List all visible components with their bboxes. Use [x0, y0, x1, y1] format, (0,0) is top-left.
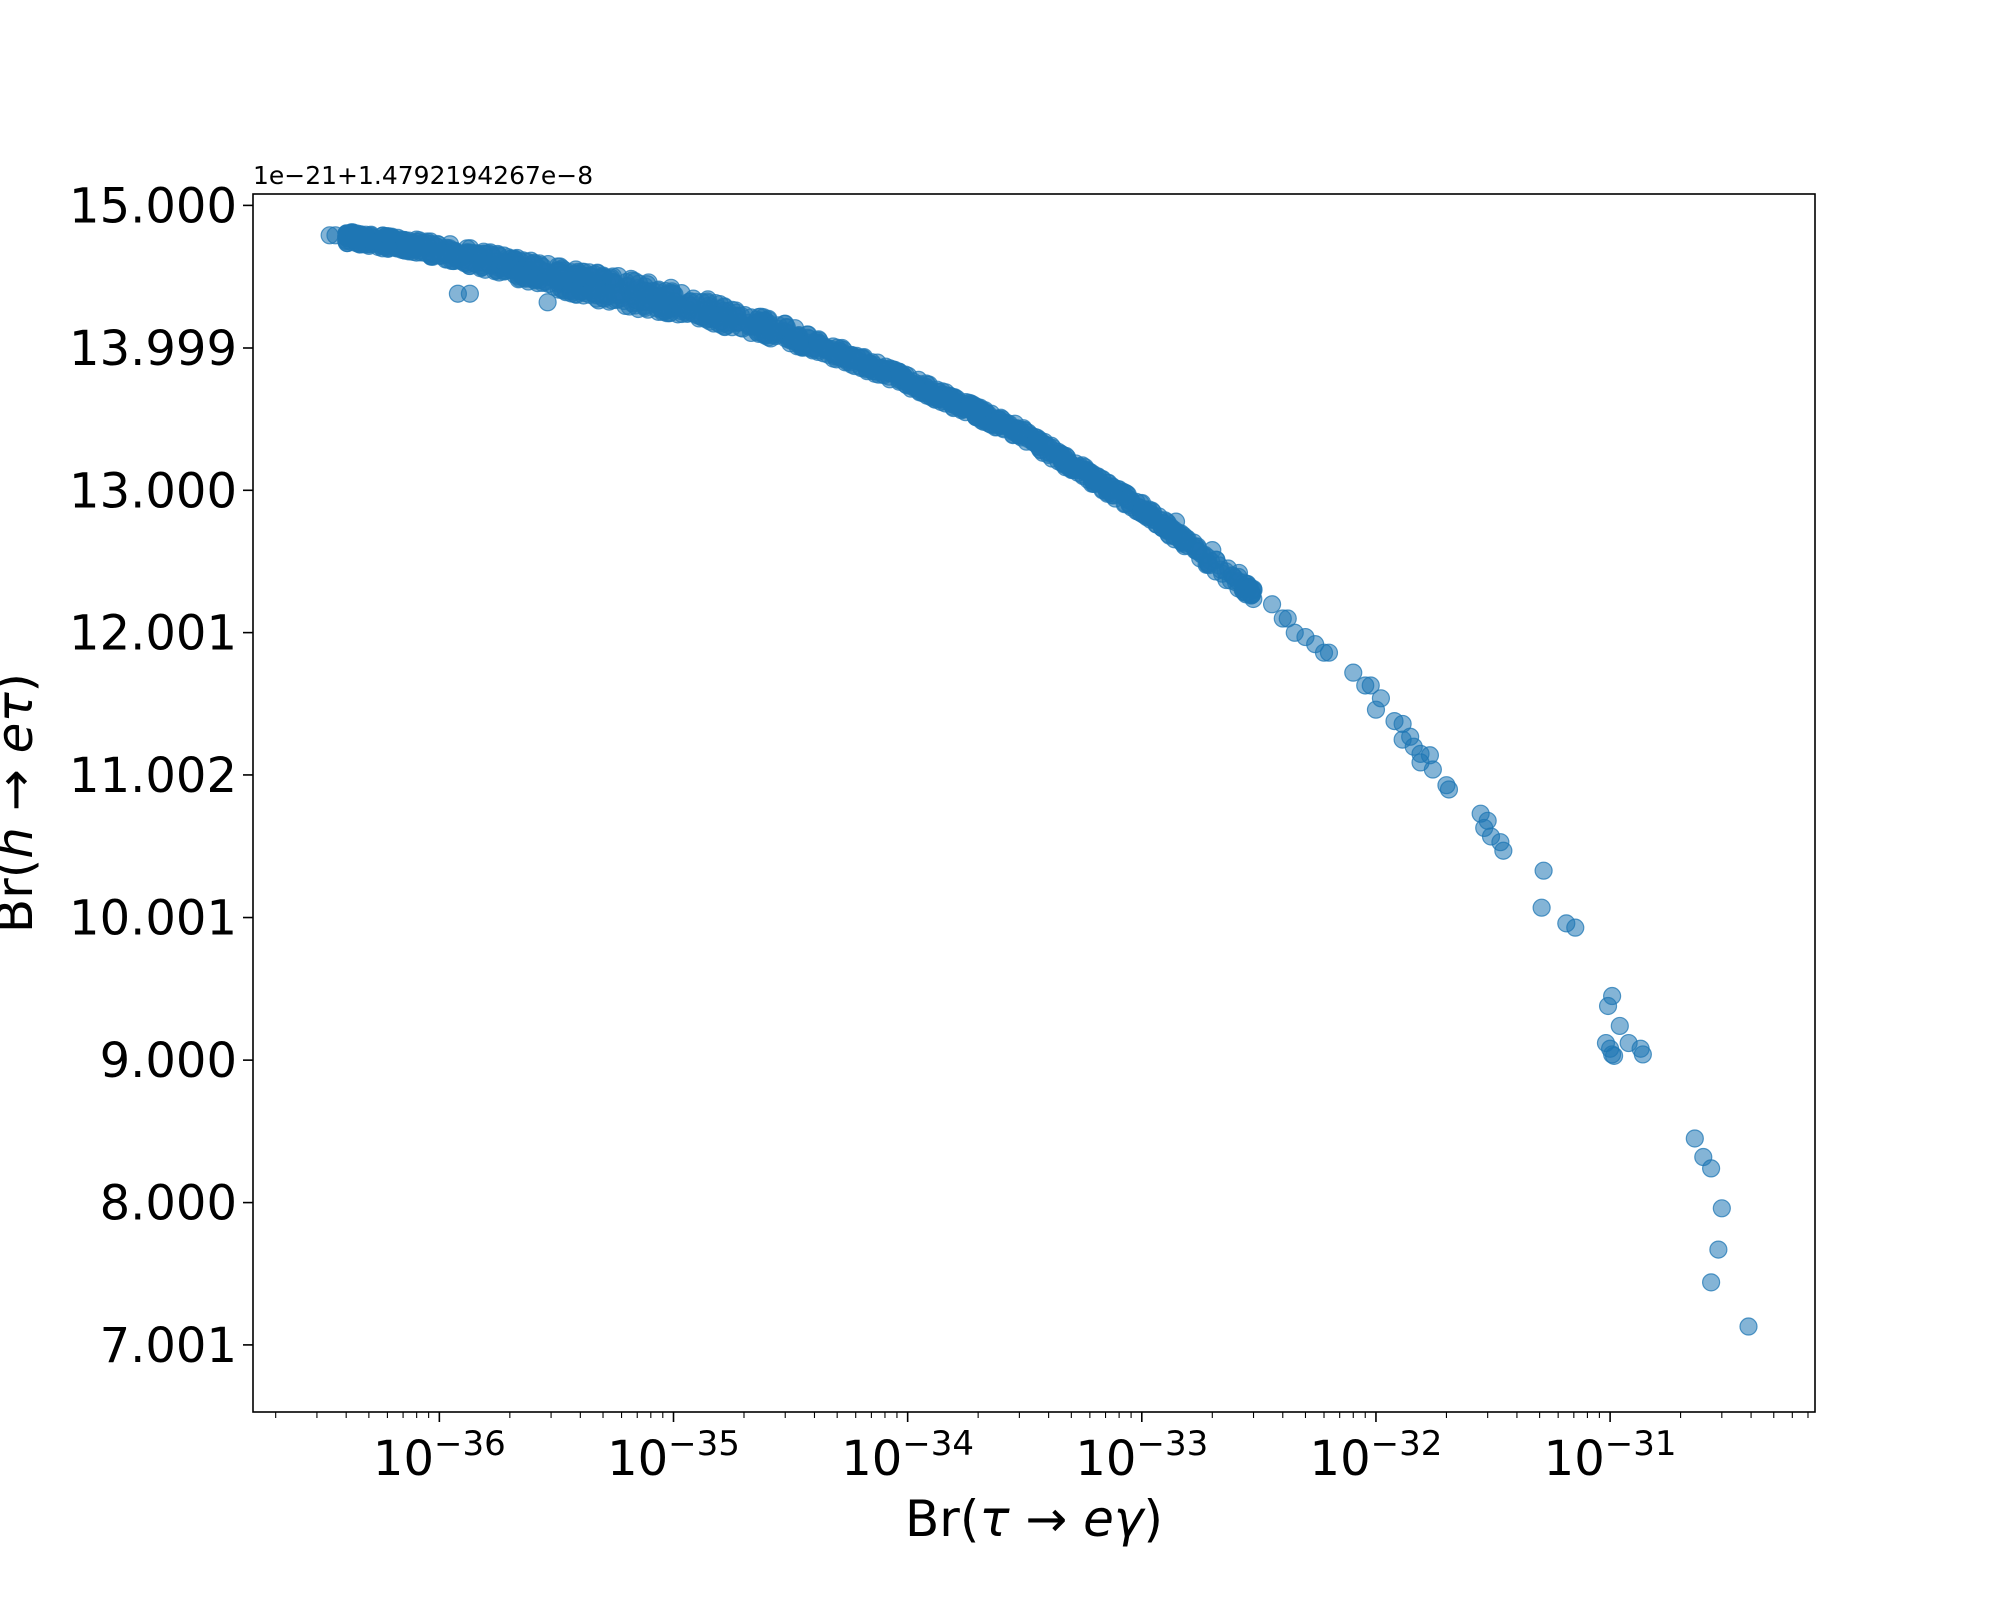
- scatter-point-53: [1685, 1129, 1704, 1148]
- plot-frame: [252, 193, 1816, 1413]
- scatter-point-39: [1534, 861, 1553, 880]
- y-axis-label: Br(h → eτ): [0, 673, 44, 933]
- x-tick-label-0: 10−36: [373, 1424, 506, 1487]
- x-tick-label-4: 10−32: [1310, 1424, 1443, 1487]
- band-point-1344: [639, 273, 658, 292]
- band-point-1337: [791, 333, 810, 352]
- band-point-1381: [562, 284, 581, 303]
- band-point-1371: [603, 267, 623, 286]
- scatter-point-56: [1712, 1199, 1731, 1218]
- scatter-point-19: [1361, 676, 1380, 695]
- y-axis-ticks: 15.000 13.999 13.000 12.001 11.002 10.001 9.00…: [69, 178, 253, 1374]
- band-point-1356: [379, 227, 398, 246]
- band-point-1342: [533, 273, 552, 292]
- band-point-1388: [653, 288, 672, 307]
- band-point-1248: [683, 304, 703, 323]
- band-point-1399: [890, 367, 909, 386]
- band-point-1345: [510, 265, 529, 284]
- band-point-1389: [395, 231, 414, 250]
- y-tick-label-2: 13.000: [69, 463, 237, 519]
- y-axis-label-suffix: ): [0, 673, 44, 693]
- band-point-1397: [587, 284, 606, 303]
- scatter-point-57: [1709, 1240, 1728, 1259]
- scatter-point-40: [1532, 898, 1551, 917]
- band-point-1391: [731, 306, 751, 325]
- y-tick-label-3: 12.001: [69, 606, 237, 662]
- x-axis-label: Br(τ → eγ): [905, 1490, 1163, 1548]
- y-axis-label-math: h → eτ: [0, 692, 44, 859]
- band-point-1321: [588, 264, 607, 283]
- x-minor-ticks: [275, 1412, 1809, 1418]
- x-tick-label-5: 10−31: [1544, 1424, 1677, 1487]
- scatter-point-38: [1494, 841, 1513, 860]
- y-tick-label-7: 8.000: [100, 1176, 237, 1232]
- x-tick-label-3: 10−33: [1075, 1424, 1208, 1487]
- scatter-points: [320, 223, 1758, 1336]
- scatter-point-7: [1229, 563, 1249, 583]
- band-point-1379: [345, 230, 364, 249]
- y-axis-label-prefix: Br(: [0, 859, 44, 933]
- band-point-1395: [989, 414, 1008, 433]
- x-axis-label-math: τ → eγ: [979, 1490, 1146, 1548]
- band-point-1339: [1144, 507, 1163, 526]
- x-axis-label-prefix: Br(: [905, 1490, 979, 1548]
- band-point-1368: [1043, 438, 1063, 458]
- scatter-point-55: [1702, 1159, 1721, 1178]
- band-point-1326: [473, 253, 492, 272]
- scatter-point-3: [460, 284, 479, 303]
- scatter-point-17: [1344, 663, 1363, 682]
- band-point-1390: [970, 400, 989, 419]
- band-point-1363: [566, 264, 586, 284]
- band-point-1369: [1100, 480, 1119, 500]
- y-offset-text: 1e−21+1.4792194267e−8: [253, 161, 593, 190]
- x-axis-ticks: 10−36 10−35 10−34 10−33 10−32 10−31: [373, 1412, 1677, 1487]
- scatter-point-16: [1319, 643, 1339, 662]
- scatter-point-32: [1439, 780, 1459, 799]
- scatter-point-44: [1598, 996, 1618, 1016]
- y-tick-label-8: 7.001: [100, 1318, 237, 1374]
- scatter-point-8: [1244, 580, 1263, 600]
- band-point-1361: [627, 291, 647, 310]
- scatter-point-4: [538, 293, 557, 312]
- scatter-point-1: [326, 226, 345, 245]
- band-point-1377: [929, 389, 948, 408]
- scatter-point-59: [1739, 1317, 1758, 1336]
- scatter-point-35: [1478, 811, 1497, 830]
- scatter-point-5: [1166, 512, 1186, 531]
- band-point-1350: [1177, 531, 1196, 550]
- band-point-1380: [496, 254, 515, 273]
- y-tick-label-4: 11.002: [69, 748, 237, 804]
- scatter-point-45: [1610, 1016, 1629, 1036]
- scatter-point-30: [1423, 760, 1442, 779]
- y-tick-label-5: 10.001: [69, 891, 237, 947]
- band-point-1374: [1075, 458, 1095, 477]
- y-tick-label-6: 9.000: [100, 1033, 237, 1089]
- x-tick-label-1: 10−35: [607, 1424, 740, 1487]
- scatter-point-42: [1566, 918, 1585, 937]
- band-point-1357: [909, 381, 929, 401]
- band-point-1392: [711, 312, 730, 331]
- band-point-1319: [1086, 469, 1105, 488]
- band-point-1385: [808, 334, 827, 353]
- x-tick-label-2: 10−34: [841, 1424, 974, 1487]
- x-axis-label-suffix: ): [1144, 1490, 1164, 1548]
- scatter-point-6: [1203, 541, 1222, 560]
- y-tick-label-1: 13.999: [69, 321, 237, 377]
- band-point-1394: [1199, 556, 1219, 575]
- scatter-point-21: [1371, 689, 1391, 708]
- y-tick-label-0: 15.000: [69, 178, 237, 234]
- scatter-point-9: [1262, 595, 1282, 614]
- band-point-1398: [854, 348, 873, 368]
- band-point-1325: [455, 246, 474, 265]
- band-point-1352: [607, 285, 626, 305]
- scatter-point-52: [1604, 1046, 1624, 1065]
- scatter-point-48: [1633, 1045, 1652, 1064]
- band-point-1372: [429, 243, 448, 262]
- band-point-1393: [777, 318, 796, 337]
- scatter-point-58: [1702, 1273, 1721, 1292]
- band-point-1384: [1058, 448, 1077, 467]
